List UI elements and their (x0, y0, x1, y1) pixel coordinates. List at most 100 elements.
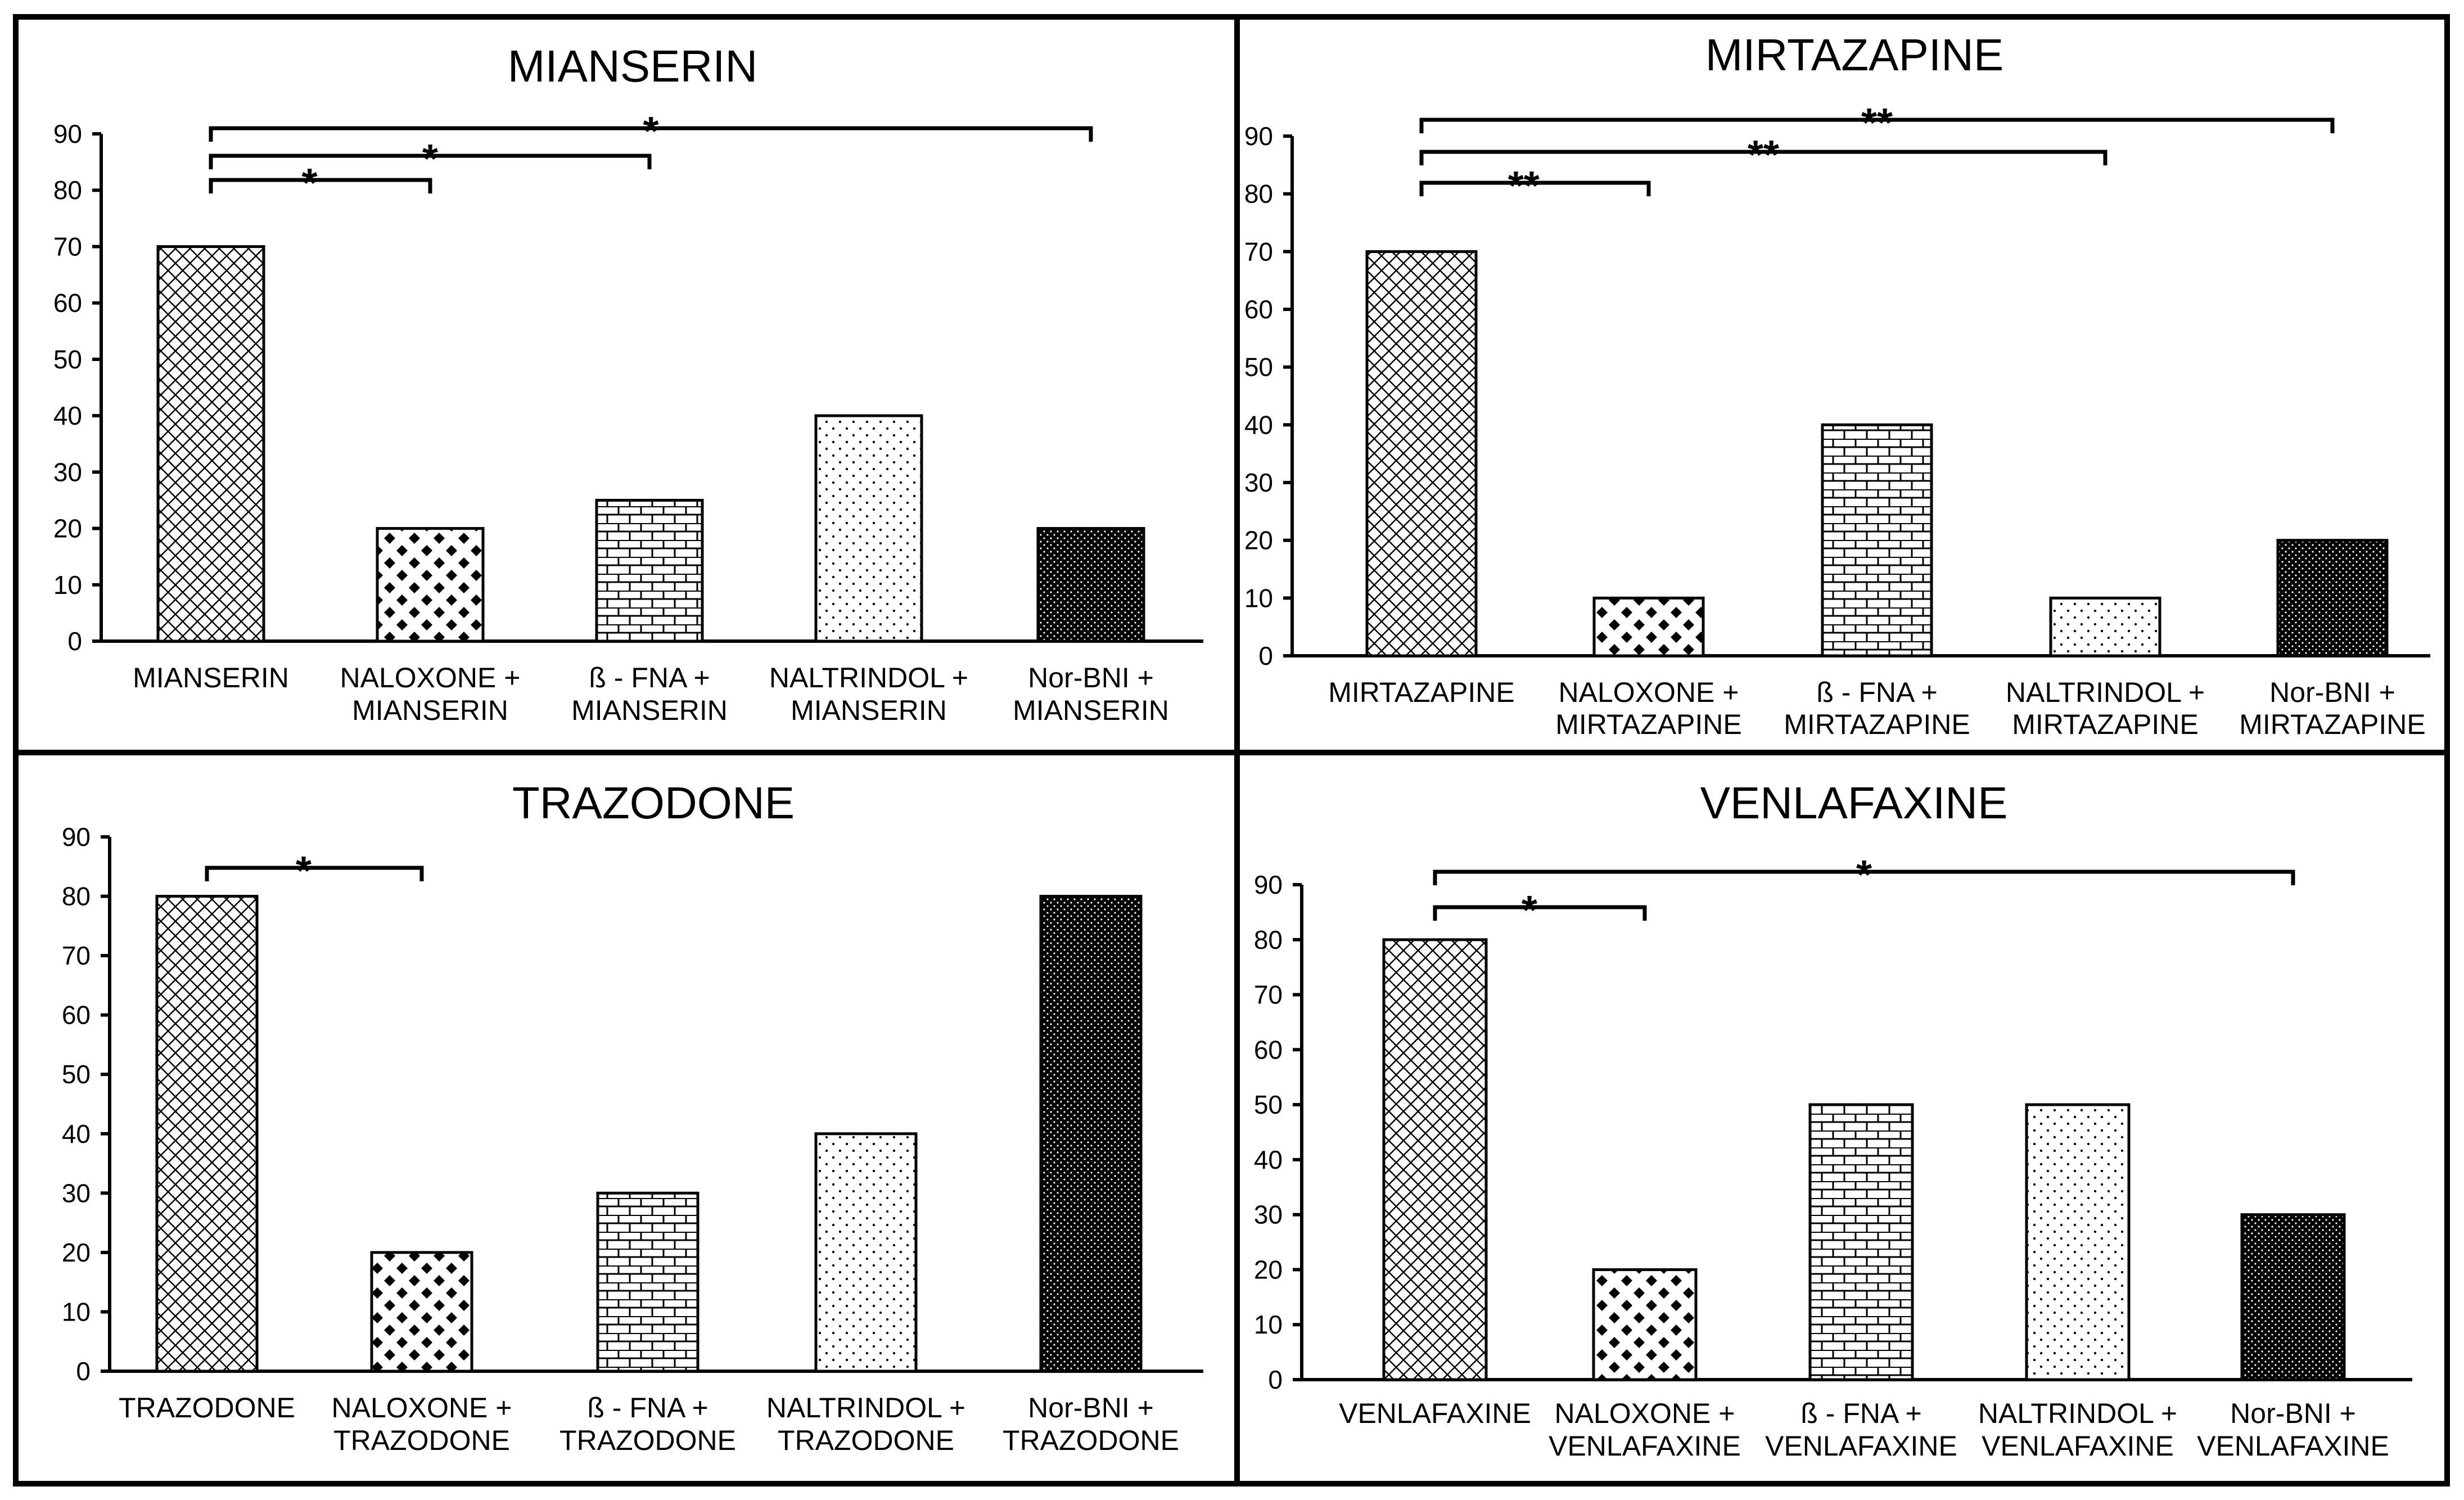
y-tick-label: 90 (1244, 121, 1273, 151)
y-tick-label: 40 (62, 1119, 91, 1148)
significance-star: * (296, 849, 312, 894)
x-category-label: VENLAFAXINE (2197, 1430, 2389, 1462)
bar (1039, 895, 1143, 1373)
x-category-label: MIRTAZAPINE (1555, 709, 1742, 740)
y-tick-label: 90 (1254, 870, 1283, 899)
y-tick-label: 90 (53, 119, 82, 148)
bar (155, 895, 259, 1373)
significance-star: ** (1748, 133, 1779, 178)
y-tick-label: 0 (76, 1357, 91, 1386)
y-tick-label: 50 (1244, 353, 1273, 382)
bar (2049, 596, 2161, 657)
x-category-label: MIANSERIN (571, 695, 728, 726)
significance-star: * (643, 109, 658, 154)
y-tick-label: 40 (1254, 1145, 1283, 1174)
y-tick-label: 10 (1254, 1310, 1283, 1339)
x-category-label: ß - FNA + (1800, 1398, 1921, 1429)
x-category-label: Nor-BNI + (2269, 677, 2395, 708)
x-category-label: TRAZODONE (778, 1425, 954, 1456)
bar (156, 245, 265, 643)
y-tick-label: 80 (1244, 179, 1273, 209)
y-tick-label: 70 (1254, 980, 1283, 1010)
panel-title: MIANSERIN (508, 41, 758, 91)
bar (814, 1132, 918, 1373)
panel-title: TRAZODONE (512, 778, 795, 828)
bar (1592, 596, 1705, 657)
significance-star: * (1856, 853, 1872, 898)
y-tick-label: 60 (53, 289, 82, 318)
significance-star: * (422, 137, 438, 182)
x-category-label: ß - FNA + (589, 662, 710, 693)
y-tick-label: 70 (62, 941, 91, 970)
y-tick-label: 10 (62, 1297, 91, 1326)
y-tick-label: 70 (53, 232, 82, 261)
bar (2025, 1103, 2131, 1381)
x-category-label: MIRTAZAPINE (1784, 709, 1970, 740)
x-category-label: MIANSERIN (791, 695, 947, 726)
bar (814, 414, 923, 643)
x-category-label: VENLAFAXINE (1339, 1398, 1531, 1429)
bar (1808, 1103, 1914, 1381)
panel-title: MIRTAZAPINE (1705, 30, 2003, 80)
y-tick-label: 20 (53, 514, 82, 543)
y-tick-label: 0 (1268, 1365, 1283, 1394)
x-category-label: ß - FNA + (1816, 677, 1937, 708)
significance-bracket (209, 178, 432, 193)
significance-bracket (205, 866, 424, 881)
x-category-label: VENLAFAXINE (1982, 1430, 2174, 1462)
x-category-label: VENLAFAXINE (1765, 1430, 1957, 1462)
bar (1821, 423, 1933, 657)
significance-bracket (1419, 150, 2108, 165)
x-category-label: TRAZODONE (559, 1425, 736, 1456)
y-tick-label: 80 (62, 882, 91, 911)
bar (1365, 250, 1478, 657)
x-category-label: NALOXONE + (340, 662, 521, 693)
y-tick-label: 20 (62, 1238, 91, 1267)
y-tick-label: 40 (1244, 410, 1273, 439)
y-tick-label: 30 (1244, 468, 1273, 497)
x-category-label: Nor-BNI + (1028, 1392, 1154, 1424)
x-category-label: NALTRINDOL + (766, 1392, 965, 1424)
bar (1036, 527, 1145, 643)
y-tick-label: 80 (53, 175, 82, 205)
significance-bracket (209, 126, 1093, 142)
y-tick-label: 20 (1244, 526, 1273, 555)
bar (370, 1251, 473, 1373)
y-tick-label: 50 (1254, 1090, 1283, 1119)
x-category-label: MIRTAZAPINE (1328, 677, 1515, 708)
panel-title: VENLAFAXINE (1700, 778, 2008, 828)
panel-frame (1234, 750, 2450, 1487)
significance-star: * (1522, 888, 1537, 933)
panel-4: VENLAFAXINE 0 10 20 30 40 50 60 70 80 90 VENLAFAXIN… (1234, 750, 2450, 1487)
significance-bracket (1433, 870, 2295, 885)
y-tick-label: 30 (53, 457, 82, 487)
bar (376, 527, 485, 643)
significance-star: * (301, 161, 317, 206)
y-tick-label: 60 (1244, 295, 1273, 324)
bar (1592, 1268, 1698, 1381)
x-category-label: NALOXONE + (332, 1392, 512, 1424)
significance-bracket (1419, 181, 1651, 196)
x-category-label: VENLAFAXINE (1549, 1430, 1741, 1462)
x-category-label: NALTRINDOL + (2006, 677, 2205, 708)
y-tick-label: 10 (1244, 583, 1273, 612)
x-category-label: NALTRINDOL + (1978, 1398, 2177, 1429)
x-category-label: MIRTAZAPINE (2239, 709, 2426, 740)
bar (1382, 938, 1488, 1381)
y-tick-label: 10 (53, 570, 82, 600)
y-tick-label: 20 (1254, 1255, 1283, 1284)
bar (2276, 539, 2389, 657)
bar (2240, 1213, 2346, 1381)
y-tick-label: 60 (62, 1001, 91, 1030)
y-tick-label: 90 (62, 822, 91, 852)
x-category-label: TRAZODONE (119, 1392, 295, 1424)
y-tick-label: 30 (1254, 1200, 1283, 1229)
x-category-label: MIRTAZAPINE (2012, 709, 2199, 740)
significance-bracket (1419, 118, 2335, 133)
x-category-label: NALTRINDOL + (769, 662, 968, 693)
significance-bracket (1433, 905, 1647, 921)
significance-star: ** (1861, 101, 1893, 146)
